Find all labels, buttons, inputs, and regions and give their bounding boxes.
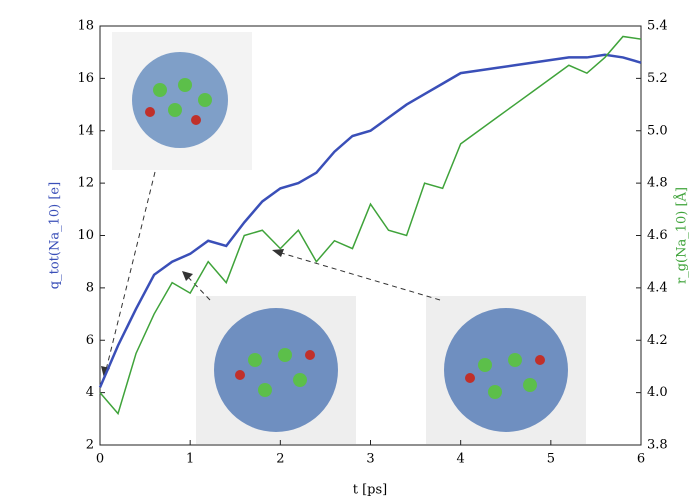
inset-bottom-right [426,296,586,444]
x-axis-label: t [ps] [353,483,388,498]
y-tick-label: 18 [77,19,94,34]
y-axis-label: q_tot(Na_10) [e] [48,182,63,289]
x-tick-label: 2 [276,452,284,467]
y-tick-label: 10 [77,228,94,243]
y2-tick-label: 5.4 [647,19,668,34]
y2-axis-label: r_g(Na_10) [Å] [674,187,690,284]
y-tick-label: 14 [77,123,94,138]
inset-top-left [112,32,252,170]
y2-tick-label: 4.8 [647,176,668,191]
x-tick-label: 4 [457,452,465,467]
y2-tick-label: 5.0 [647,123,668,138]
arrows [105,171,441,371]
x-tick-label: 6 [637,452,645,467]
x-tick-label: 1 [186,452,194,467]
y-tick-label: 6 [86,333,94,348]
y2-tick-label: 3.8 [647,438,668,453]
x-tick-label: 3 [366,452,374,467]
x-tick-label: 5 [547,452,555,467]
series-line [98,53,642,388]
y-tick-label: 12 [77,176,94,191]
y2-tick-label: 4.6 [647,228,668,243]
x-tick-label: 0 [96,452,104,467]
y2-tick-label: 4.2 [647,333,668,348]
inset-bottom-left [196,296,356,444]
y-tick-label: 8 [86,280,94,295]
series-line [99,35,642,416]
y2-tick-label: 4.4 [647,280,668,295]
y-tick-label: 4 [86,385,94,400]
y-tick-label: 16 [77,71,94,86]
y2-tick-label: 4.0 [647,385,668,400]
y2-tick-label: 5.2 [647,71,668,86]
y-tick-label: 2 [86,438,94,453]
